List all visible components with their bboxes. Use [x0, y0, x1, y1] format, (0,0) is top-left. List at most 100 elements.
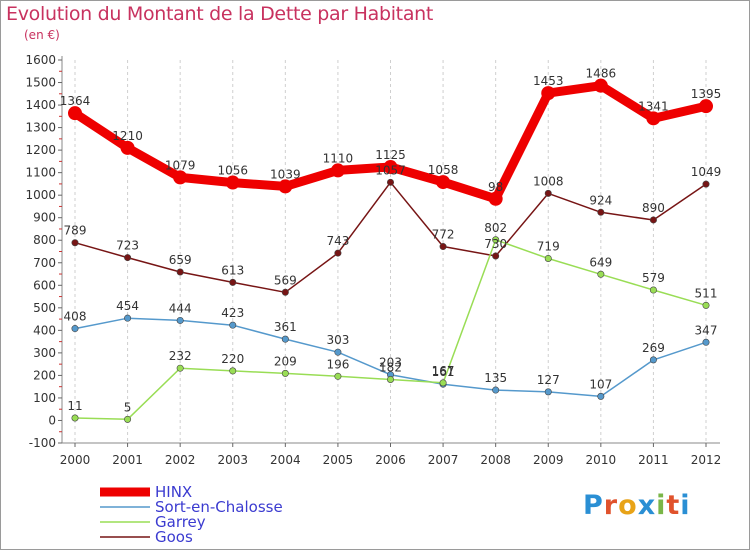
data-point — [702, 180, 710, 188]
y-tick-label: 500 — [33, 301, 56, 315]
data-label: 347 — [695, 323, 718, 337]
data-point — [699, 99, 713, 114]
data-point — [278, 179, 293, 194]
logo-letter: o — [618, 490, 638, 521]
data-point — [597, 270, 605, 278]
x-tick-label: 2000 — [60, 453, 91, 467]
x-tick-label: 2007 — [428, 453, 459, 467]
legend-label: Goos — [155, 528, 193, 546]
data-label: 444 — [169, 301, 192, 315]
y-tick-label: 1300 — [25, 121, 56, 135]
data-point — [702, 338, 710, 346]
data-point — [544, 254, 552, 262]
data-point — [68, 106, 82, 121]
proxiti-logo: Proxiti — [583, 490, 691, 521]
data-label: 98 — [488, 180, 503, 194]
data-point — [334, 372, 342, 380]
data-label: 772 — [432, 228, 455, 242]
data-point — [176, 316, 184, 324]
data-label: 1364 — [60, 94, 91, 108]
data-label: 730 — [484, 237, 507, 251]
data-label: 1008 — [533, 174, 564, 188]
x-tick-label: 2006 — [375, 453, 406, 467]
data-point — [120, 140, 135, 155]
data-point — [281, 288, 289, 296]
data-point — [229, 321, 237, 329]
logo-letter: t — [666, 490, 681, 521]
x-tick-label: 2011 — [638, 453, 669, 467]
data-point — [229, 367, 237, 375]
x-tick-label: 2004 — [270, 453, 301, 467]
data-point — [71, 325, 79, 333]
data-label: 11 — [67, 399, 82, 413]
data-label: 303 — [326, 333, 349, 347]
data-point — [492, 386, 500, 394]
data-label: 127 — [537, 373, 560, 387]
data-point — [597, 392, 605, 400]
logo-letter: P — [583, 490, 604, 521]
data-point — [71, 414, 79, 422]
data-label: 1453 — [533, 74, 564, 88]
data-label: 719 — [537, 239, 560, 253]
data-point — [646, 111, 661, 126]
data-point — [334, 348, 342, 356]
y-tick-label: 200 — [33, 368, 56, 382]
data-point — [436, 175, 451, 190]
data-label: 454 — [116, 299, 139, 313]
data-label: 723 — [116, 239, 139, 253]
data-point — [383, 160, 398, 175]
data-label: 107 — [589, 377, 612, 391]
data-label: 203 — [379, 356, 402, 370]
data-label: 1210 — [112, 129, 143, 143]
data-label: 1395 — [691, 87, 722, 101]
data-label: 196 — [326, 357, 349, 371]
x-tick-label: 2005 — [323, 453, 354, 467]
y-tick-label: 100 — [33, 391, 56, 405]
logo-letter: r — [603, 490, 619, 521]
data-label: 569 — [274, 273, 297, 287]
data-label: 890 — [642, 201, 665, 215]
x-tick-label: 2010 — [586, 453, 617, 467]
data-label: 220 — [221, 352, 244, 366]
data-label: 789 — [64, 224, 87, 238]
chart-title: Evolution du Montant de la Dette par Hab… — [6, 3, 434, 25]
legend-label: Sort-en-Chalosse — [155, 498, 283, 516]
legend-label: Garrey — [155, 513, 206, 531]
data-point — [544, 388, 552, 396]
y-tick-label: 1600 — [25, 53, 56, 67]
y-tick-label: 300 — [33, 346, 56, 360]
x-tick-label: 2001 — [112, 453, 143, 467]
data-label: 135 — [484, 371, 507, 385]
data-point — [229, 278, 237, 286]
data-point — [541, 86, 556, 101]
data-point — [176, 268, 184, 276]
logo-letter: i — [656, 490, 667, 521]
data-label: 361 — [274, 320, 297, 334]
y-tick-label: 1100 — [25, 166, 56, 180]
data-point — [173, 170, 188, 185]
data-label: 408 — [64, 310, 87, 324]
data-label: 1110 — [323, 151, 354, 165]
y-tick-label: 1000 — [25, 188, 56, 202]
y-tick-label: -100 — [29, 436, 56, 450]
y-tick-label: 1200 — [25, 143, 56, 157]
data-label: 1056 — [217, 164, 248, 178]
y-tick-label: 600 — [33, 278, 56, 292]
data-point — [281, 369, 289, 377]
logo-letter: i — [680, 490, 691, 521]
logo-letter: x — [637, 490, 657, 521]
data-point — [492, 236, 500, 244]
data-label: 659 — [169, 253, 192, 267]
data-point — [597, 208, 605, 216]
data-label: 802 — [484, 221, 507, 235]
x-tick-label: 2009 — [533, 453, 564, 467]
data-point — [544, 189, 552, 197]
y-tick-label: 0 — [48, 413, 56, 427]
data-label: 5 — [124, 400, 132, 414]
y-tick-label: 1400 — [25, 98, 56, 112]
data-label: 182 — [379, 360, 402, 374]
x-tick-label: 2012 — [691, 453, 722, 467]
x-tick-label: 2003 — [217, 453, 248, 467]
y-tick-label: 400 — [33, 323, 56, 337]
